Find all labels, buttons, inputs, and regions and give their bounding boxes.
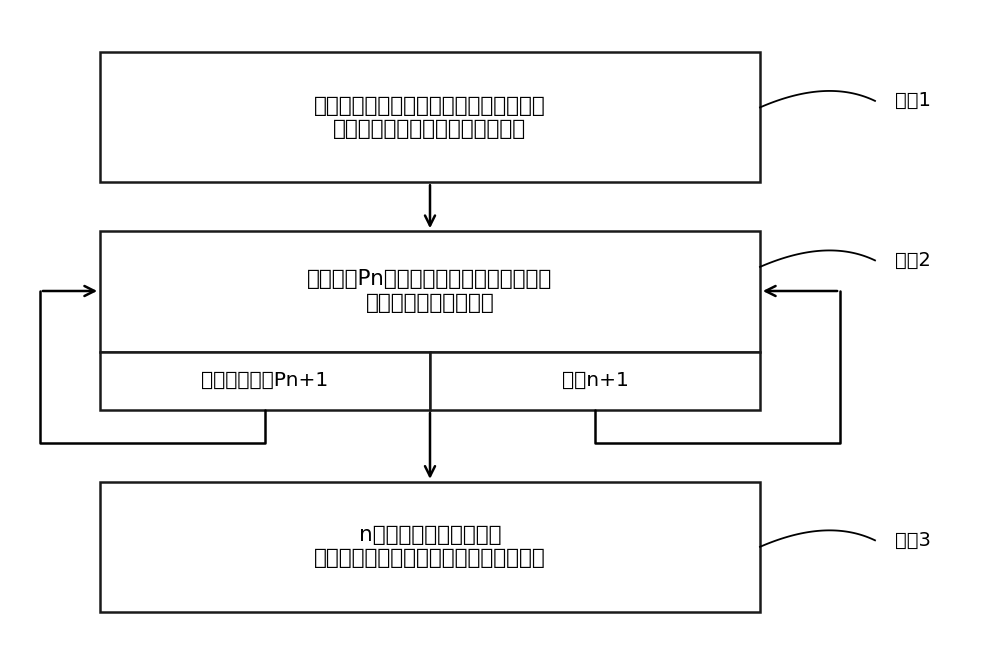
Text: 判断形点Pn的方向与首尾形点的连线方向
相差是否超过设定阈值: 判断形点Pn的方向与首尾形点的连线方向 相差是否超过设定阈值 <box>307 270 553 312</box>
Text: 步骤3: 步骤3 <box>895 531 931 550</box>
FancyBboxPatch shape <box>100 352 430 410</box>
Text: 步骤2: 步骤2 <box>895 251 931 270</box>
FancyBboxPatch shape <box>430 352 760 410</box>
FancyBboxPatch shape <box>100 52 760 182</box>
Text: 是，删除形点Pn+1: 是，删除形点Pn+1 <box>201 371 329 391</box>
Text: n的值为形点的总数时，
对各个车道线的形点分别行线性拟合优化: n的值为形点的总数时， 对各个车道线的形点分别行线性拟合优化 <box>314 525 546 568</box>
FancyBboxPatch shape <box>100 231 760 352</box>
FancyBboxPatch shape <box>100 482 760 612</box>
Text: 否，n+1: 否，n+1 <box>562 371 628 391</box>
Text: 对道路片段数据中的单根车道线内的形点
按照一个轴向的坐标大小进行排序: 对道路片段数据中的单根车道线内的形点 按照一个轴向的坐标大小进行排序 <box>314 96 546 139</box>
Text: 步骤1: 步骤1 <box>895 91 931 111</box>
